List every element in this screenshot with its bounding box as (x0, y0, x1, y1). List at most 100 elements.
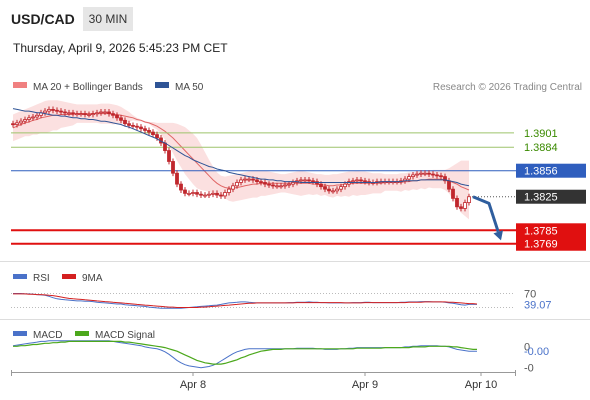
candle (335, 186, 339, 194)
candle (15, 119, 19, 128)
candle (207, 191, 211, 198)
candle (419, 170, 423, 177)
candle (199, 191, 203, 198)
legend-swatch-macd (13, 331, 27, 336)
candle (243, 176, 247, 183)
candle (151, 129, 155, 138)
candle (187, 190, 191, 197)
x-axis-tick-label: Apr 10 (465, 379, 497, 391)
candle (439, 172, 443, 180)
macd-current-value: -0.00 (524, 346, 549, 358)
resistance-label: 1.3884 (524, 142, 558, 154)
candle (75, 110, 79, 117)
legend-swatch-macd-signal (75, 331, 89, 336)
candle (11, 120, 15, 128)
forecast-arrow (472, 195, 503, 241)
candle (59, 108, 63, 115)
candle (51, 106, 55, 114)
legend-label-rsi: RSI (33, 273, 50, 284)
resistance-label: 1.3901 (524, 128, 558, 140)
candle (67, 109, 71, 116)
candle (43, 108, 47, 116)
candle (443, 173, 447, 184)
candle (167, 147, 171, 165)
candle (235, 179, 239, 189)
candle (327, 186, 331, 194)
candle (451, 186, 455, 202)
candle (283, 182, 287, 189)
legend-label-macd: MACD (33, 330, 62, 341)
timeframe-button[interactable]: 30 MIN (83, 7, 133, 31)
candle (227, 186, 231, 196)
rsi-tick-label: 70 (524, 289, 536, 301)
rsi-line (13, 293, 477, 309)
candle (435, 171, 439, 179)
candle (263, 179, 267, 188)
candle (459, 203, 463, 212)
candle (275, 182, 279, 189)
candle (147, 127, 151, 136)
candle (287, 181, 291, 188)
ma50-line (12, 108, 470, 187)
candle (79, 110, 83, 117)
candle (143, 125, 147, 134)
x-axis-tick-label: Apr 9 (352, 379, 378, 391)
candle (239, 177, 243, 186)
chart-datetime: Thursday, April 9, 2026 5:45:23 PM CET (13, 41, 228, 55)
candle (103, 109, 107, 115)
candle (135, 123, 139, 130)
legend-label-bollinger: MA 20 + Bollinger Bands (33, 82, 143, 93)
candle (179, 181, 183, 193)
candle (171, 158, 175, 177)
candle (219, 192, 223, 199)
candle (267, 181, 271, 188)
candle (191, 189, 195, 197)
rsi-current-value: 39.07 (524, 299, 552, 311)
candle (339, 183, 343, 193)
macd-tick-label: -0 (524, 363, 534, 375)
macd-tick-label: 0 (524, 341, 530, 353)
macd-line (12, 340, 477, 369)
x-axis-tick-label: Apr 8 (180, 379, 206, 391)
candle (247, 176, 251, 183)
legend-label-ma50: MA 50 (175, 82, 204, 93)
candle (415, 171, 419, 178)
candle (363, 177, 367, 185)
candle (47, 106, 51, 115)
support-label: 1.3785 (524, 225, 558, 237)
legend-swatch-rsi-ma (62, 274, 76, 279)
candle (175, 170, 179, 188)
candle (31, 114, 35, 121)
candle (303, 177, 307, 183)
candle (115, 112, 119, 121)
candle (123, 117, 127, 127)
candle (279, 182, 283, 189)
legend-swatch-ma50 (155, 82, 169, 88)
candle (311, 177, 315, 185)
candle (291, 179, 295, 188)
candle (91, 110, 95, 118)
support-tag (516, 236, 586, 251)
candle (455, 195, 459, 210)
candle (467, 193, 471, 206)
symbol-title: USD/CAD (11, 11, 75, 27)
candle (55, 107, 59, 115)
candle (331, 187, 335, 194)
legend-swatch-rsi (13, 274, 27, 279)
pivot-tag (516, 163, 586, 178)
legend-label-rsi-ma: 9MA (82, 273, 103, 284)
last-price-tag (516, 189, 586, 204)
support-label: 1.3769 (524, 239, 558, 251)
pivot-label: 1.3856 (524, 166, 558, 178)
candle (411, 171, 415, 180)
candle (183, 187, 187, 197)
candle (35, 112, 39, 120)
candle (427, 170, 431, 177)
candle (63, 109, 67, 116)
candle (27, 114, 31, 123)
candle (107, 109, 111, 117)
candle (119, 114, 123, 124)
rsi-ma-line (13, 293, 478, 308)
candle (139, 124, 143, 132)
